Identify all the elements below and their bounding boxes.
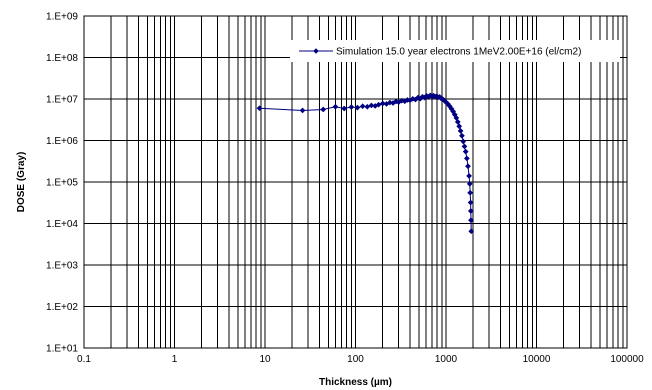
legend-series-marker <box>313 48 319 54</box>
y-tick-label: 1.E+08 <box>46 53 78 64</box>
x-tick-label: 100 <box>347 354 364 365</box>
data-point <box>468 228 475 235</box>
data-point <box>467 189 474 196</box>
data-point <box>454 118 461 125</box>
y-tick-label: 1.E+02 <box>46 302 78 313</box>
plot-border <box>83 15 628 349</box>
data-point <box>463 155 470 162</box>
x-tick-labels: 0.1 1 10 100 1000 10000 100000 <box>77 354 644 365</box>
grid-lines <box>83 15 627 349</box>
data-point <box>457 127 464 134</box>
series-layer <box>256 92 475 235</box>
data-point <box>299 107 306 114</box>
x-tick-label: 100000 <box>610 354 644 365</box>
data-point <box>256 105 263 112</box>
data-point <box>354 104 361 111</box>
x-tick-label: 10000 <box>523 354 551 365</box>
y-axis-title: DOSE (Gray) <box>16 152 27 213</box>
y-tick-labels: 1.E+01 1.E+02 1.E+03 1.E+04 1.E+05 1.E+06 1.E+… <box>46 12 78 355</box>
data-point <box>341 105 348 112</box>
plot-frame <box>83 15 628 349</box>
x-tick-label: 0.1 <box>77 354 91 365</box>
y-tick-label: 1.E+09 <box>46 12 78 23</box>
x-axis-title: Thickness (µm) <box>319 377 392 388</box>
legend: Simulation 15.0 year electrons 1MeV2.00E… <box>290 40 620 62</box>
y-tick-label: 1.E+06 <box>46 136 78 147</box>
data-point <box>466 180 473 187</box>
legend-series-label: Simulation 15.0 year electrons 1MeV2.00E… <box>336 47 581 58</box>
series-line <box>259 94 472 232</box>
data-point <box>466 172 473 179</box>
data-point <box>332 103 339 110</box>
y-tick-label: 1.E+07 <box>46 95 78 106</box>
y-tick-label: 1.E+03 <box>46 261 78 272</box>
data-point <box>359 103 366 110</box>
legend-box <box>290 40 620 62</box>
data-point <box>320 106 327 113</box>
x-tick-label: 1000 <box>435 354 458 365</box>
data-point <box>348 104 355 110</box>
data-point <box>462 148 469 155</box>
y-tick-label: 1.E+04 <box>46 219 78 230</box>
y-tick-label: 1.E+05 <box>46 178 78 189</box>
data-point <box>461 143 468 150</box>
x-tick-label: 10 <box>259 354 271 365</box>
data-point <box>460 138 467 145</box>
data-point <box>379 100 386 107</box>
data-point <box>456 123 463 130</box>
data-point <box>368 102 375 109</box>
x-tick-label: 1 <box>172 354 178 365</box>
data-point <box>465 163 471 170</box>
data-point <box>468 217 474 224</box>
series-0 <box>256 92 475 235</box>
y-tick-label: 1.E+01 <box>46 344 78 355</box>
data-point <box>458 132 465 139</box>
data-point <box>467 199 474 206</box>
data-point <box>467 208 474 214</box>
